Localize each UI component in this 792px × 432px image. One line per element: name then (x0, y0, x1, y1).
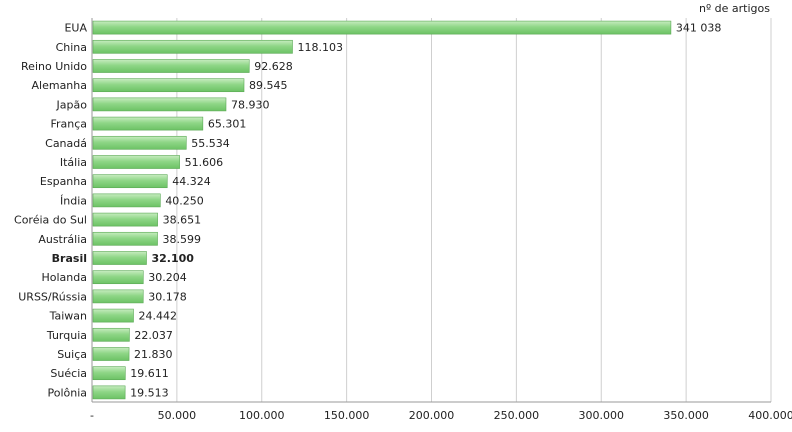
category-label: Índia (60, 194, 87, 207)
value-label: 21.830 (134, 348, 173, 361)
category-label: Brasil (52, 252, 87, 265)
value-label: 32.100 (151, 252, 194, 265)
value-label: 65.301 (208, 118, 247, 131)
grid-lines (91, 18, 772, 403)
bars (92, 20, 672, 400)
category-label: Polônia (47, 386, 87, 399)
value-labels: 341 038 118.103 92.628 89.545 78.930 65.301 55… (130, 22, 721, 400)
value-label: 51.606 (185, 156, 224, 169)
value-label: 24.442 (138, 310, 177, 323)
value-label: 19.611 (130, 367, 169, 380)
x-tick-label: 150.000 (324, 409, 370, 422)
bar (92, 59, 250, 73)
category-label: Espanha (40, 175, 87, 188)
category-label: Turquia (46, 329, 87, 342)
bar (92, 366, 126, 381)
x-tick-label: 350.000 (663, 409, 709, 422)
category-label: Austrália (38, 233, 87, 246)
bar (92, 270, 144, 285)
category-label: Coréia do Sul (14, 214, 87, 227)
category-label: Suiça (57, 348, 87, 361)
x-tick-label: 250.000 (494, 409, 540, 422)
x-tick-label: - (90, 409, 94, 422)
category-label: Suécia (50, 367, 87, 380)
value-label: 30.178 (148, 290, 187, 303)
category-label: Itália (60, 156, 87, 169)
bar (92, 116, 204, 131)
bar (92, 289, 144, 304)
value-label: 30.204 (148, 271, 187, 284)
value-label: 118.103 (297, 41, 343, 54)
value-label: 92.628 (254, 60, 293, 73)
category-label: França (50, 118, 87, 131)
bar (92, 212, 158, 227)
bar (92, 251, 147, 265)
bar (92, 20, 672, 35)
value-label: 341 038 (676, 22, 722, 35)
bar (92, 78, 245, 93)
unit-label: nº de artigos (699, 2, 770, 15)
value-label: 38.599 (163, 233, 202, 246)
category-label: EUA (64, 22, 87, 35)
bar (92, 308, 134, 323)
bar (92, 327, 130, 342)
category-label: Reino Unido (21, 60, 87, 73)
bar (92, 347, 130, 361)
bar (92, 97, 227, 112)
category-labels: EUA China Reino Unido Alemanha Japão França Ca… (14, 22, 87, 400)
value-label: 40.250 (165, 194, 204, 207)
value-label: 44.324 (172, 175, 211, 188)
category-label: Japão (56, 98, 88, 111)
category-label: Taiwan (49, 310, 87, 323)
x-tick-label: 50.000 (158, 409, 197, 422)
bar (92, 385, 126, 400)
category-label: Canadá (45, 137, 87, 150)
x-tick-label: 300.000 (579, 409, 625, 422)
category-label: Holanda (42, 271, 88, 284)
value-label: 89.545 (249, 79, 287, 92)
value-label: 55.534 (191, 137, 230, 150)
bar (92, 193, 161, 208)
x-tick-label: 100.000 (239, 409, 285, 422)
value-label: 22.037 (134, 329, 173, 342)
value-label: 38.651 (163, 214, 202, 227)
value-label: 78.930 (231, 98, 270, 111)
x-tick-label: 200.000 (409, 409, 455, 422)
x-axis-ticks: - 50.000 100.000 150.000 200.000 250.000 300.0… (90, 409, 792, 422)
category-label: URSS/Rússia (18, 290, 87, 303)
bar (92, 135, 187, 150)
bar (92, 155, 180, 169)
bar (92, 231, 158, 246)
category-label: China (56, 41, 87, 54)
bar (92, 174, 168, 189)
bar (92, 39, 293, 54)
category-label: Alemanha (32, 79, 88, 92)
x-tick-label: 400.000 (748, 409, 792, 422)
value-label: 19.513 (130, 386, 169, 399)
